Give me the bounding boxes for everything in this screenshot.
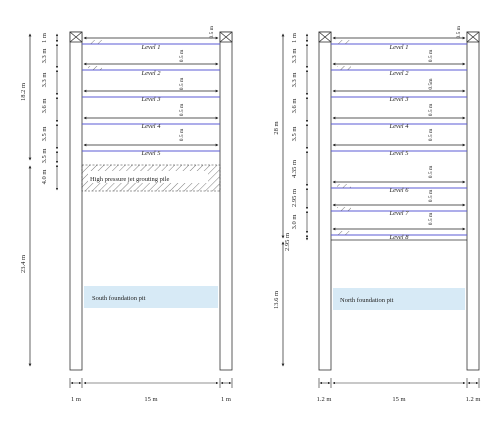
north-right-wall [466,31,480,371]
svg-text:0.5 m: 0.5 m [179,77,185,90]
south-bottom-right: 1 m [221,396,231,403]
south-strut-hatches [88,40,102,70]
south-pit-label: South foundation pit [92,295,146,302]
north-span-arrows [332,36,466,231]
south-level-1: Level 1 [141,44,161,51]
south-grout-label: High pressure jet grouting pile [90,176,170,183]
south-segment-labels: 1 m 3.3 m 3.3 m 3.6 m 3.5 m 3.5 m 4.0 m [41,33,48,184]
north-pit-label: North foundation pit [340,297,394,304]
north-bottom-right: 1.2 m [466,396,481,403]
svg-text:0.5 m: 0.5 m [209,25,215,38]
north-level-7: Level 7 [389,210,410,217]
south-depth-lower: 23.4 m [20,255,27,273]
north-strut-hatches [337,40,351,235]
north-level-5: Level 5 [389,150,410,157]
north-level-8: Level 8 [389,234,410,241]
north-pit-panel: Level 1 Level 2 Level 3 Level 4 Level 5 … [273,25,480,403]
north-bottom-mid: 15 m [392,396,405,403]
north-offset-labels: 0.5 m 0.5 m 0.5m 0.5 m 0.5 m 0.5 m 0.5 m… [428,25,462,225]
svg-text:2.95 m: 2.95 m [291,189,298,207]
svg-text:2.95 m: 2.95 m [284,233,291,251]
south-bottom-left: 1 m [71,396,81,403]
south-depth-upper: 18.2 m [20,83,27,101]
svg-text:3.3 m: 3.3 m [41,49,48,64]
svg-text:3.3 m: 3.3 m [291,73,298,88]
south-right-wall [219,31,233,371]
svg-text:0.5 m: 0.5 m [428,49,434,62]
svg-text:0.5 m: 0.5 m [428,189,434,202]
north-top-left-cap [318,31,332,43]
south-struts [82,43,220,152]
south-top-right-cap [219,31,233,43]
north-bottom-dims [318,378,480,388]
svg-text:0.5 m: 0.5 m [179,103,185,116]
north-pit-box [333,288,465,310]
south-pit-panel: Level 1 Level 2 Level 3 Level 4 Level 5 … [20,25,233,403]
svg-text:3.3 m: 3.3 m [291,49,298,64]
south-bottom-mid: 15 m [144,396,157,403]
south-level-4: Level 4 [141,123,162,130]
north-top-right-cap [466,31,480,43]
svg-text:0.5 m: 0.5 m [179,49,185,62]
north-level-6: Level 6 [389,187,410,194]
south-span-arrows [83,36,219,147]
svg-text:4.35 m: 4.35 m [291,160,298,178]
svg-text:3.0 m: 3.0 m [291,215,298,230]
svg-text:0.5 m: 0.5 m [456,25,462,38]
south-level-3: Level 3 [141,96,162,103]
north-depth-upper: 28 m [273,121,280,134]
north-segment-labels: 1 m 3.3 m 3.3 m 3.6 m 3.5 m 4.35 m 2.95 … [284,33,298,251]
south-level-5: Level 5 [141,150,162,157]
north-level-4: Level 4 [389,123,410,130]
svg-text:0.5 m: 0.5 m [428,128,434,141]
north-bottom-left: 1.2 m [317,396,332,403]
north-level-1: Level 1 [389,44,409,51]
svg-text:4.0 m: 4.0 m [41,170,48,185]
svg-text:0.5 m: 0.5 m [428,103,434,116]
svg-text:0.5 m: 0.5 m [428,165,434,178]
svg-text:1 m: 1 m [41,33,48,43]
south-level-2: Level 2 [141,70,162,77]
north-left-wall [318,31,332,371]
north-depth-lower: 13.6 m [273,291,280,309]
svg-text:3.5 m: 3.5 m [41,127,48,142]
svg-text:1 m: 1 m [291,33,298,43]
svg-text:3.6 m: 3.6 m [291,99,298,114]
north-struts [331,43,467,236]
svg-text:0.5m: 0.5m [428,78,434,90]
svg-text:0.5 m: 0.5 m [428,212,434,225]
svg-text:3.5 m: 3.5 m [291,127,298,142]
north-level-2: Level 2 [389,70,410,77]
svg-text:0.5 m: 0.5 m [179,128,185,141]
south-top-left-cap [69,31,83,43]
south-left-wall [69,31,83,371]
south-offset-labels: 0.5 m 0.5 m 0.5 m 0.5 m 0.5 m [179,25,215,141]
svg-text:3.5 m: 3.5 m [41,149,48,164]
svg-text:3.3 m: 3.3 m [41,73,48,88]
north-level-3: Level 3 [389,96,410,103]
south-bottom-dims [69,378,233,388]
south-pit-box [84,286,218,308]
svg-text:3.6 m: 3.6 m [41,99,48,114]
